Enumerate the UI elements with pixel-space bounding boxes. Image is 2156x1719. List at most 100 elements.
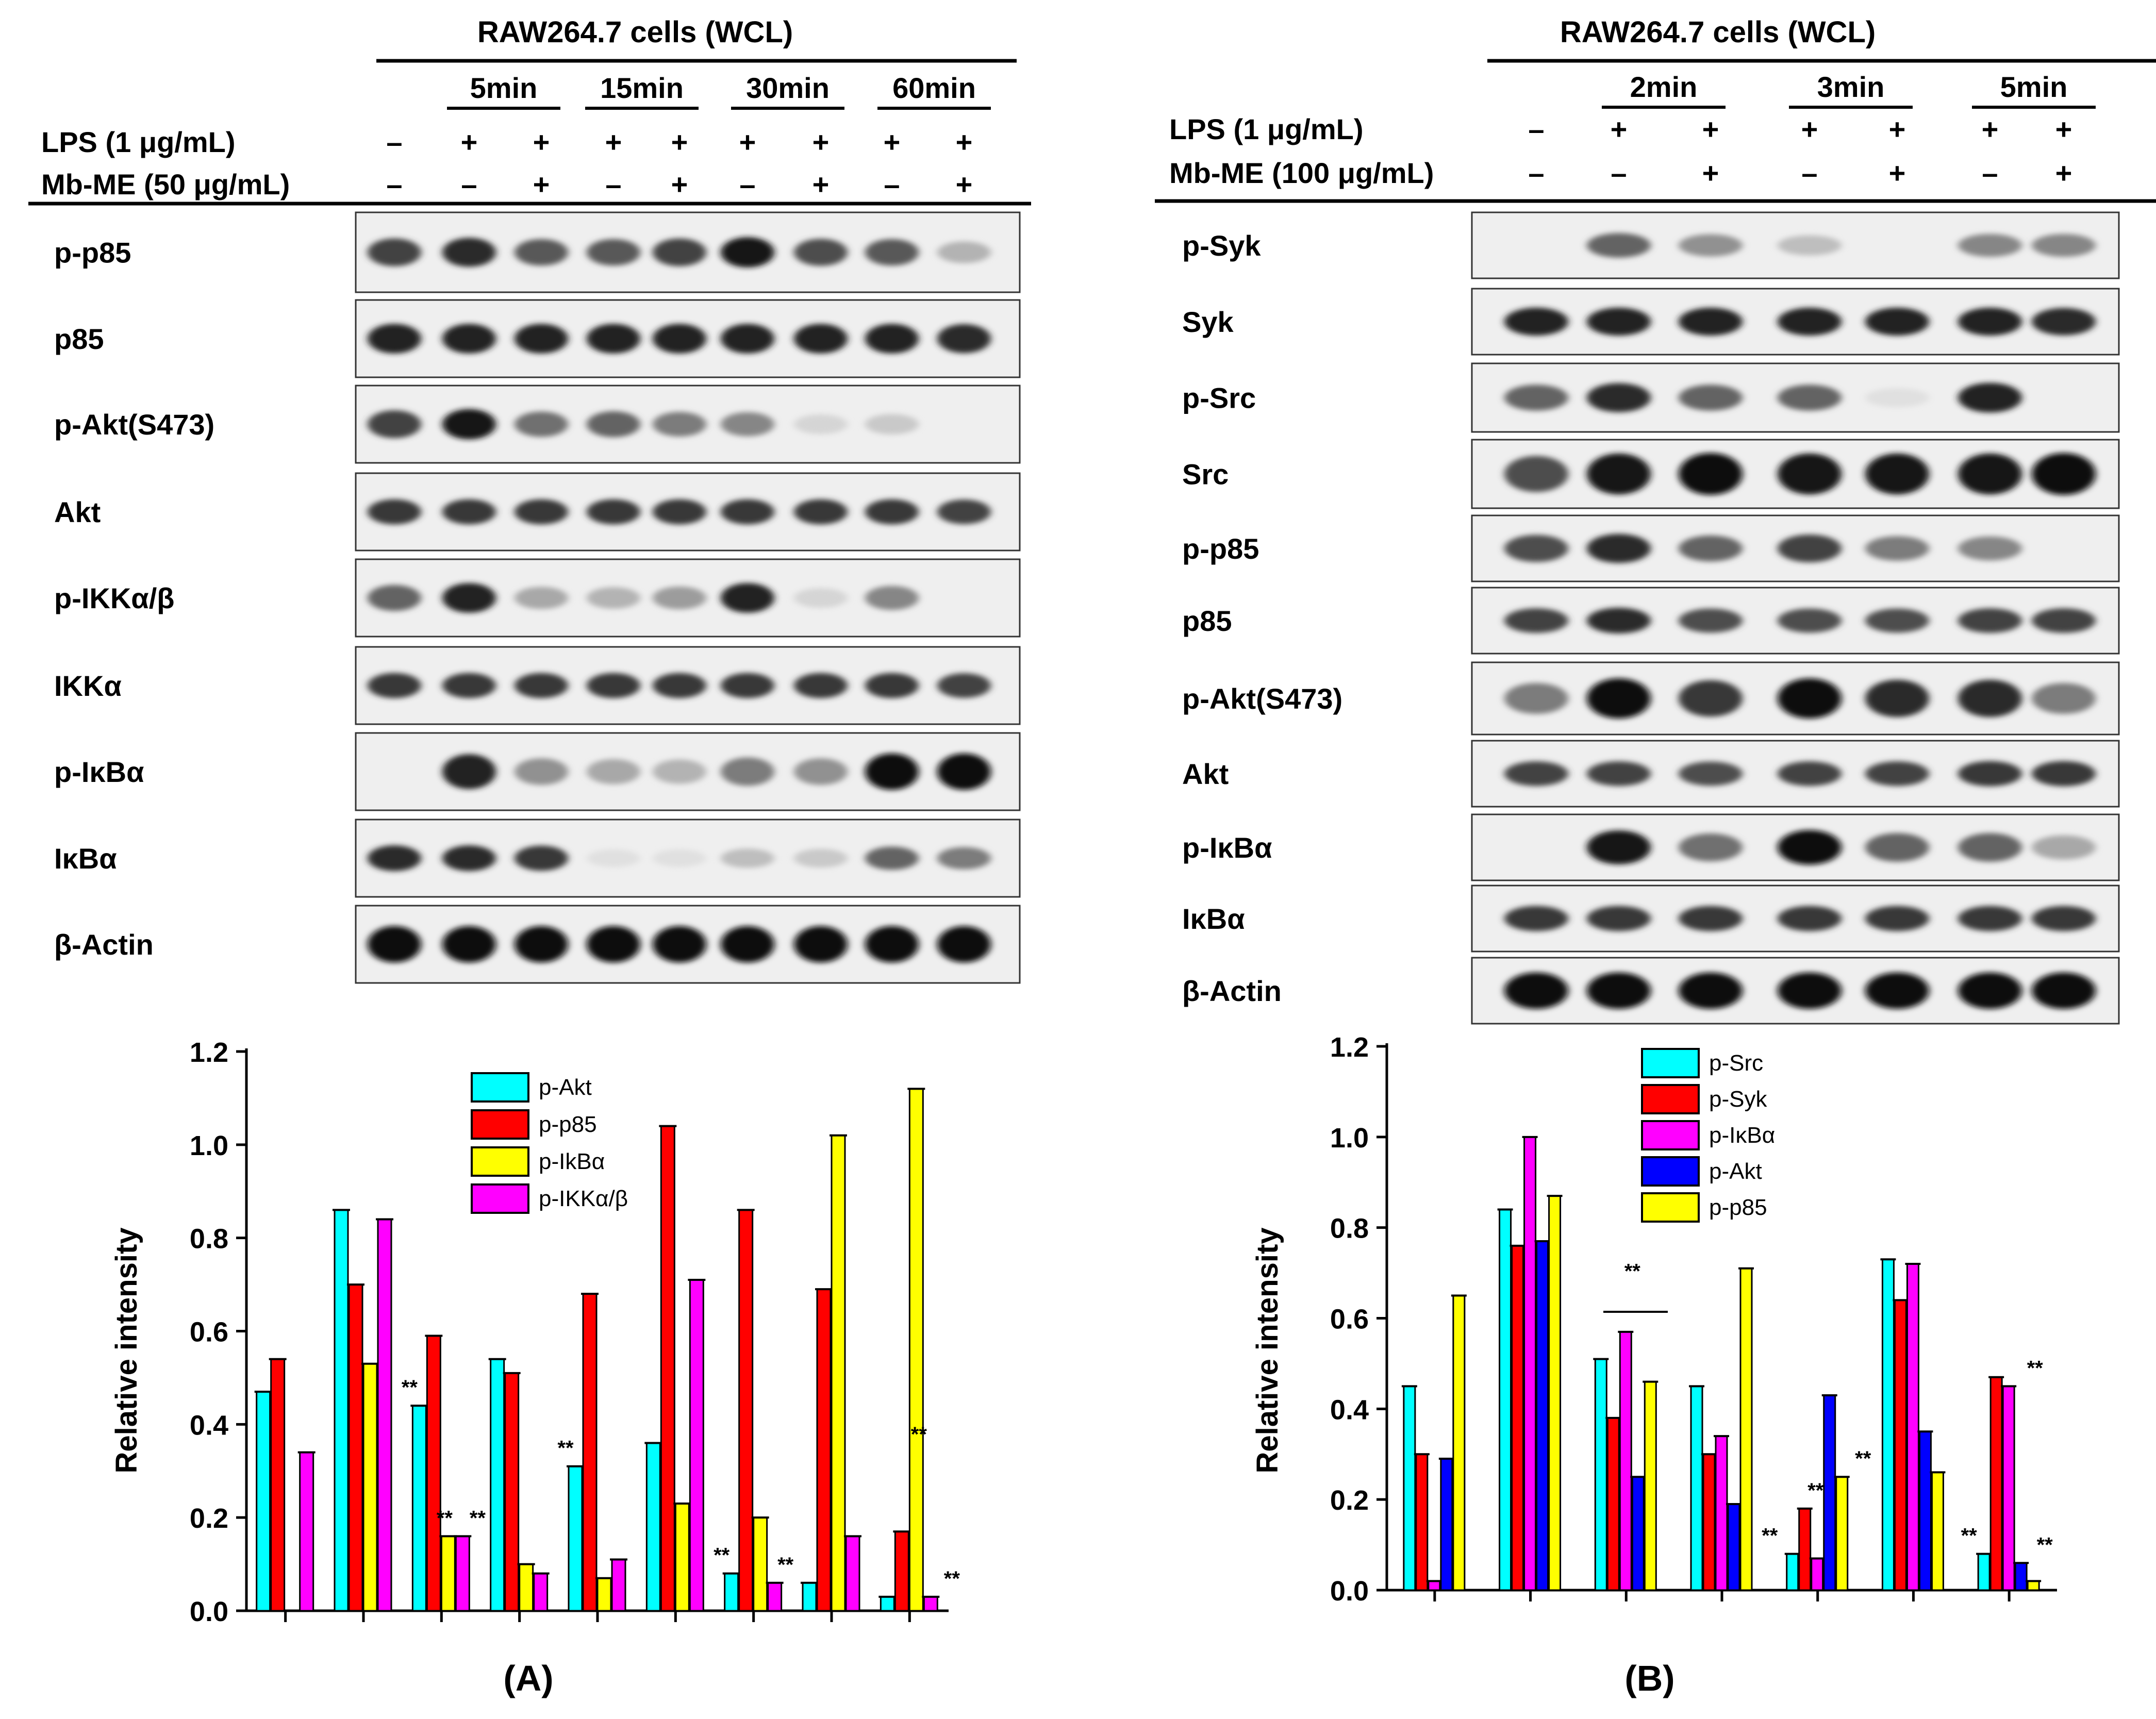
blot-band bbox=[1865, 608, 1929, 633]
blot-band bbox=[587, 239, 640, 266]
panel-a-chart: 0.0 0.2 0.4 0.6 0.8 1.0 1.2 ** ** ** ** ** ** ** ** Re… bbox=[110, 1037, 960, 1627]
blot-band bbox=[653, 759, 706, 784]
blot-band bbox=[442, 754, 496, 789]
blot-band bbox=[1587, 830, 1651, 864]
bar bbox=[1499, 1209, 1512, 1591]
blot-band bbox=[937, 324, 991, 354]
blot-band bbox=[587, 849, 640, 867]
blot-band bbox=[442, 583, 496, 613]
blot-band bbox=[1504, 906, 1568, 931]
blot-band bbox=[721, 926, 774, 963]
bar bbox=[348, 1283, 363, 1612]
treatment-sign: – bbox=[461, 168, 477, 201]
blot-band bbox=[1778, 608, 1842, 633]
blot-band bbox=[442, 238, 496, 267]
treatment-sign: + bbox=[2055, 113, 2072, 145]
bar bbox=[738, 1209, 754, 1612]
bar bbox=[1452, 1295, 1466, 1591]
bar bbox=[1644, 1381, 1657, 1591]
bar bbox=[1631, 1476, 1645, 1591]
significance-mark: ** bbox=[437, 1507, 453, 1529]
treatment-sign: – bbox=[1528, 157, 1544, 189]
y-tick-label: 0.6 bbox=[1330, 1304, 1369, 1335]
blot-label: p85 bbox=[1182, 605, 1232, 637]
blot-band bbox=[587, 324, 640, 354]
timepoint-label: 2min bbox=[1630, 71, 1698, 103]
blot-band bbox=[865, 753, 919, 790]
bar bbox=[1906, 1263, 1919, 1591]
blot-label: p-IκBα bbox=[54, 756, 144, 788]
bar bbox=[1727, 1503, 1740, 1591]
blot-band bbox=[794, 414, 848, 435]
blot-band bbox=[1587, 233, 1651, 258]
blot-label: p-Syk bbox=[1182, 229, 1261, 262]
blot-label: p-Akt(S473) bbox=[1182, 682, 1342, 715]
timepoint-label: 60min bbox=[892, 72, 976, 104]
bar bbox=[490, 1358, 505, 1612]
bar bbox=[611, 1559, 626, 1612]
blot-band bbox=[1679, 535, 1743, 562]
blot-band bbox=[653, 238, 706, 266]
significance-mark: ** bbox=[1807, 1479, 1824, 1502]
bar bbox=[1931, 1471, 1944, 1591]
blot-band bbox=[1778, 678, 1842, 719]
blot-band bbox=[1679, 906, 1743, 931]
panel-b-caption: (B) bbox=[1624, 1658, 1674, 1698]
blot-band bbox=[515, 499, 568, 525]
treatment-sign: – bbox=[1611, 157, 1627, 189]
treatment-sign: + bbox=[1611, 113, 1628, 145]
blot-label: p85 bbox=[54, 323, 104, 355]
timepoint-label: 5min bbox=[2000, 71, 2068, 103]
legend-swatch bbox=[1641, 1120, 1700, 1150]
blot-band bbox=[2032, 608, 2096, 633]
bar bbox=[1739, 1267, 1753, 1591]
blot-label: Akt bbox=[54, 496, 101, 528]
legend-label: p-p85 bbox=[1709, 1195, 1767, 1220]
treatment-label: Mb-ME (100 μg/mL) bbox=[1169, 157, 1434, 189]
bar bbox=[504, 1372, 520, 1612]
bar bbox=[377, 1219, 392, 1612]
blot-band bbox=[1587, 972, 1651, 1009]
blot-band bbox=[865, 324, 919, 354]
blot-band bbox=[1778, 972, 1842, 1009]
blot-band bbox=[515, 926, 568, 963]
blot-band bbox=[515, 239, 568, 266]
bar bbox=[880, 1596, 895, 1612]
blot-band bbox=[1679, 307, 1743, 336]
blot-band bbox=[368, 238, 421, 266]
treatment-sign: – bbox=[1982, 157, 1998, 189]
treatment-sign: + bbox=[533, 126, 550, 158]
y-tick-label: 1.0 bbox=[1330, 1123, 1369, 1154]
bar bbox=[753, 1516, 768, 1612]
bar bbox=[1606, 1417, 1620, 1591]
treatment-sign: + bbox=[1702, 157, 1719, 189]
treatment-sign: – bbox=[386, 126, 402, 158]
blot-band bbox=[1504, 683, 1568, 714]
blot-band bbox=[1778, 453, 1842, 495]
significance-mark: ** bbox=[911, 1423, 927, 1446]
blot-band bbox=[937, 847, 991, 870]
bar bbox=[299, 1451, 314, 1612]
blot-band bbox=[1679, 385, 1743, 411]
blot-band bbox=[1865, 536, 1929, 561]
bar bbox=[1989, 1376, 2003, 1591]
treatment-sign: – bbox=[739, 168, 755, 201]
blot-band bbox=[1958, 972, 2022, 1009]
blot-band bbox=[515, 673, 568, 698]
blot-band bbox=[368, 585, 421, 611]
treatment-sign: – bbox=[1801, 157, 1817, 189]
panel-a-header: RAW264.7 cells (WCL) bbox=[477, 15, 793, 49]
blot-band bbox=[1958, 679, 2022, 717]
blot-band bbox=[1504, 385, 1568, 411]
bar bbox=[1619, 1331, 1632, 1591]
blot-band bbox=[937, 673, 991, 698]
treatment-sign: + bbox=[739, 126, 756, 158]
blot-band bbox=[1679, 453, 1743, 495]
blot-band bbox=[721, 673, 774, 698]
treatment-rows: LPS (1 μg/mL) – + + + + + + Mb-ME (100 μg/mL) – – +… bbox=[1169, 113, 2072, 189]
blot-band bbox=[1679, 833, 1743, 862]
blot-band bbox=[937, 241, 991, 263]
treatment-sign: + bbox=[671, 126, 688, 158]
y-tick-label: 0.0 bbox=[1330, 1576, 1369, 1607]
blot-label: p-IKKα/β bbox=[54, 582, 174, 614]
